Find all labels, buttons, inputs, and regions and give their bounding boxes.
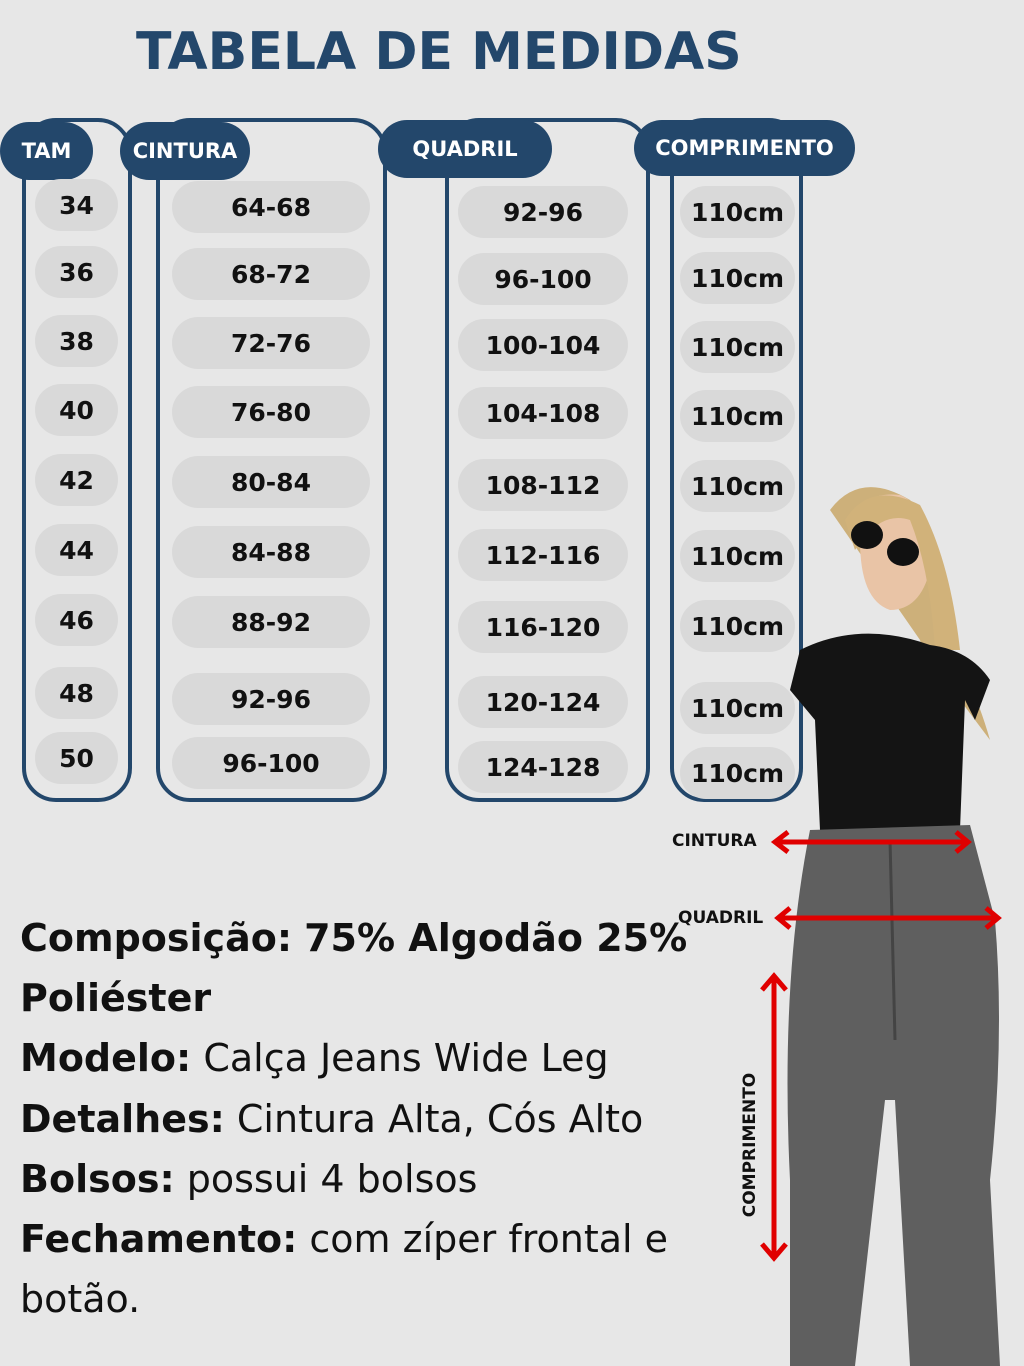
- table-cell: 80-84: [172, 456, 370, 508]
- pockets-label: Bolsos:: [20, 1156, 175, 1201]
- table-cell: 110cm: [680, 600, 795, 652]
- comprimento-label: COMPRIMENTO: [740, 1072, 760, 1218]
- closure-value: com zíper frontal e botão.: [20, 1217, 669, 1322]
- details: Detalhes: Cintura Alta, Cós Alto: [20, 1089, 720, 1149]
- table-cell: 48: [35, 667, 118, 719]
- table-cell: 104-108: [458, 387, 628, 439]
- details-value: Cintura Alta, Cós Alto: [236, 1096, 644, 1141]
- table-cell: 112-116: [458, 529, 628, 581]
- table-cell: 110cm: [680, 460, 795, 512]
- composition-value: 75% Algodão 25% Poliéster: [20, 916, 688, 1021]
- table-cell: 110cm: [680, 747, 795, 799]
- composition-label: Composição:: [20, 916, 293, 960]
- table-cell: 110cm: [680, 321, 795, 373]
- table-cell: 42: [35, 454, 118, 506]
- table-cell: 96-100: [458, 253, 628, 305]
- closure: Fechamento: com zíper frontal e botão.: [20, 1209, 720, 1329]
- model-label: Modelo:: [20, 1036, 192, 1081]
- table-cell: 110cm: [680, 252, 795, 304]
- cintura-arrow: [770, 830, 972, 854]
- table-cell: 100-104: [458, 319, 628, 371]
- table-cell: 76-80: [172, 386, 370, 438]
- table-cell: 92-96: [172, 673, 370, 725]
- column-frame: [156, 118, 387, 802]
- product-details: Composição: 75% Algodão 25% Poliéster Mo…: [20, 908, 720, 1329]
- model-figure: [787, 487, 1000, 1366]
- column-header: QUADRIL: [378, 120, 552, 178]
- model-value: Calça Jeans Wide Leg: [203, 1036, 609, 1081]
- closure-label: Fechamento:: [20, 1217, 298, 1262]
- table-cell: 96-100: [172, 737, 370, 789]
- table-cell: 92-96: [458, 186, 628, 238]
- table-cell: 84-88: [172, 526, 370, 578]
- table-cell: 44: [35, 524, 118, 576]
- table-cell: 120-124: [458, 676, 628, 728]
- table-cell: 108-112: [458, 459, 628, 511]
- table-cell: 46: [35, 594, 118, 646]
- details-label: Detalhes:: [20, 1096, 225, 1141]
- pockets-value: possui 4 bolsos: [186, 1156, 478, 1201]
- table-cell: 68-72: [172, 248, 370, 300]
- column-header: TAM: [0, 122, 93, 180]
- pockets: Bolsos: possui 4 bolsos: [20, 1149, 720, 1209]
- quadril-arrow: [774, 906, 1002, 930]
- column-frame: [445, 118, 650, 802]
- table-cell: 40: [35, 384, 118, 436]
- column-header: CINTURA: [120, 122, 250, 180]
- table-cell: 110cm: [680, 682, 795, 734]
- table-cell: 116-120: [458, 601, 628, 653]
- quadril-label: QUADRIL: [678, 908, 764, 928]
- table-cell: 34: [35, 179, 118, 231]
- table-cell: 36: [35, 246, 118, 298]
- table-cell: 110cm: [680, 530, 795, 582]
- table-cell: 64-68: [172, 181, 370, 233]
- composition: Composição: 75% Algodão 25% Poliéster: [20, 908, 720, 1028]
- table-cell: 88-92: [172, 596, 370, 648]
- table-cell: 38: [35, 315, 118, 367]
- model-photo: [760, 487, 1002, 1366]
- page-title: TABELA DE MEDIDAS: [136, 22, 742, 82]
- table-cell: 50: [35, 732, 118, 784]
- column-frame: [22, 118, 132, 802]
- cintura-label: CINTURA: [672, 831, 757, 851]
- comprimento-arrow: [760, 972, 788, 1262]
- column-header: COMPRIMENTO: [634, 120, 855, 176]
- table-cell: 110cm: [680, 186, 795, 238]
- table-cell: 72-76: [172, 317, 370, 369]
- model: Modelo: Calça Jeans Wide Leg: [20, 1028, 720, 1088]
- table-cell: 110cm: [680, 390, 795, 442]
- table-cell: 124-128: [458, 741, 628, 793]
